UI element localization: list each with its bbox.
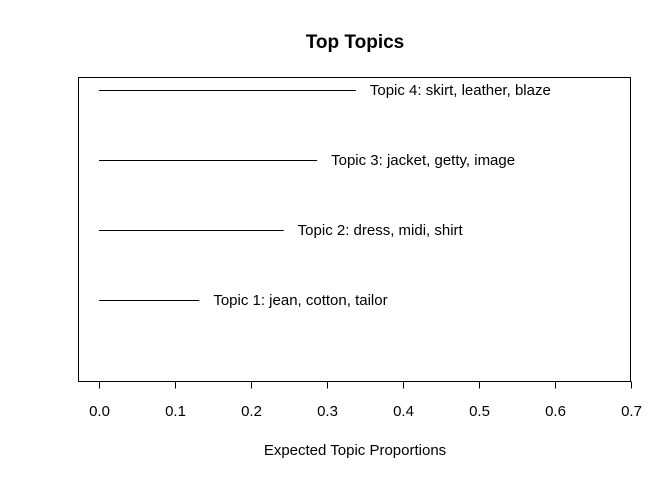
x-tick-label-1: 0.1 [165, 403, 186, 420]
bar-label-4: Topic 4: skirt, leather, blaze [370, 82, 551, 99]
chart-title: Top Topics [306, 32, 405, 53]
bar-label-2: Topic 2: dress, midi, shirt [298, 222, 464, 239]
bars-group: Topic 1: jean, cotton, tailor Topic 2: dr… [99, 82, 551, 309]
bar-label-3: Topic 3: jacket, getty, image [331, 152, 515, 169]
x-tick-label-4: 0.4 [393, 403, 414, 420]
x-tick-label-0: 0.0 [89, 403, 110, 420]
bar-label-1: Topic 1: jean, cotton, tailor [213, 292, 387, 309]
x-tick-label-3: 0.3 [317, 403, 338, 420]
x-axis: 0.0 0.1 0.2 0.3 0.4 0.5 0.6 0.7 [89, 381, 642, 420]
x-tick-label-5: 0.5 [469, 403, 490, 420]
x-tick-label-7: 0.7 [621, 403, 642, 420]
x-tick-label-2: 0.2 [241, 403, 262, 420]
x-tick-label-6: 0.6 [545, 403, 566, 420]
x-axis-label: Expected Topic Proportions [264, 442, 446, 459]
